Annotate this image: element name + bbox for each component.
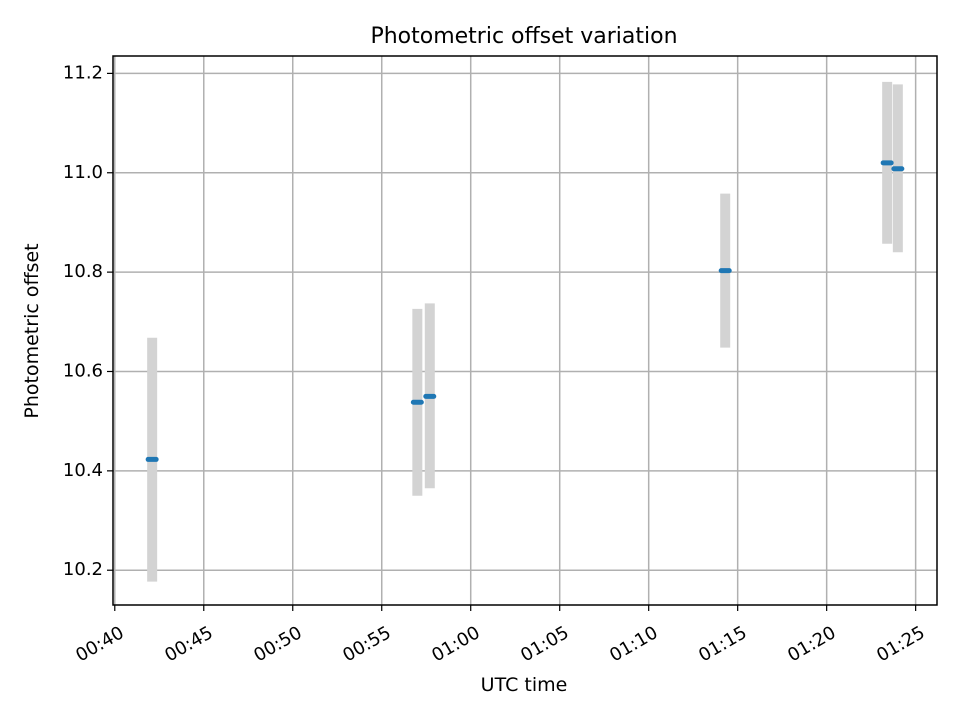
x-axis-ticks: 00:40 00:45 00:50 00:55 01:00 01:05 01:10 01:15… (72, 605, 929, 666)
y-tick-label: 10.8 (63, 261, 103, 282)
x-tick-label: 01:05 (517, 622, 572, 666)
grid (113, 56, 937, 605)
x-tick-label: 01:20 (784, 622, 839, 666)
x-tick-label: 00:45 (161, 622, 216, 666)
y-tick-label: 11.0 (63, 162, 103, 183)
x-tick-label: 01:15 (695, 622, 750, 666)
x-tick-label: 00:40 (72, 622, 127, 666)
x-tick-label: 00:55 (339, 622, 394, 666)
x-axis-label: UTC time (481, 674, 568, 696)
y-axis-label: Photometric offset (21, 243, 43, 418)
chart-title: Photometric offset variation (370, 24, 677, 49)
y-tick-label: 10.4 (63, 460, 103, 481)
plot-frame (112, 55, 938, 606)
x-tick-label: 01:10 (606, 622, 661, 666)
y-axis-ticks: 10.2 10.4 10.6 10.8 11.0 11.2 (63, 62, 113, 580)
y-tick-label: 11.2 (63, 62, 103, 83)
x-tick-label: 00:50 (250, 622, 305, 666)
data-points (145, 160, 905, 462)
y-tick-label: 10.6 (63, 360, 103, 381)
y-tick-label: 10.2 (63, 559, 103, 580)
x-tick-label: 01:00 (428, 622, 483, 666)
x-tick-label: 01:25 (873, 622, 928, 666)
error-bars (147, 81, 903, 582)
